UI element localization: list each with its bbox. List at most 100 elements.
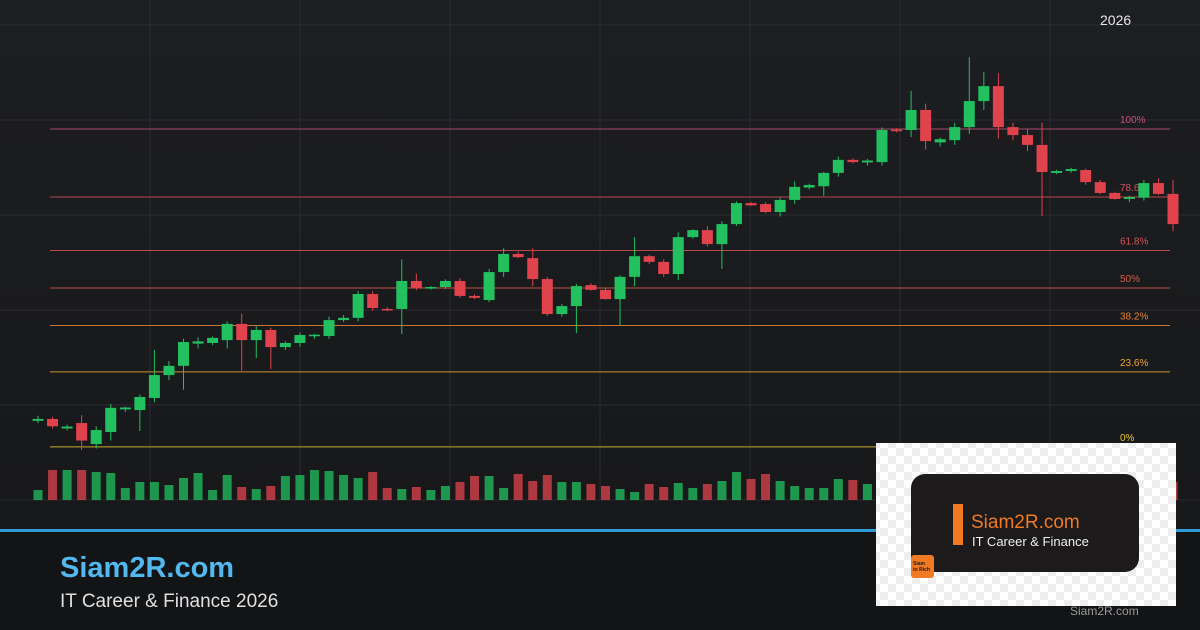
volume-bar — [266, 486, 276, 500]
fib-level-label: 78.6% — [1120, 183, 1148, 194]
volume-bar — [819, 488, 829, 500]
volume-bar — [280, 476, 290, 500]
candle-body — [1007, 127, 1019, 136]
candle-body — [105, 407, 117, 432]
volume-bar — [77, 470, 87, 500]
card-logo — [911, 555, 934, 578]
volume-bar — [339, 475, 349, 500]
candle-body — [1036, 144, 1048, 172]
candle-body — [600, 289, 611, 300]
card-accent — [953, 504, 963, 545]
candle-body — [1094, 182, 1106, 193]
volume-bar — [237, 487, 247, 500]
volume-bar — [833, 479, 843, 500]
candle-body — [789, 186, 801, 200]
candle-body — [658, 261, 670, 274]
candle-body — [920, 109, 932, 142]
candle-body — [381, 308, 393, 311]
volume-bar — [717, 481, 727, 500]
logo-text: to Rich — [913, 567, 930, 573]
volume-bar — [251, 489, 261, 500]
volume-bar — [164, 485, 174, 500]
brand-title: Siam2R.com — [60, 552, 234, 584]
candle-body — [76, 423, 88, 441]
candle-body — [207, 337, 219, 343]
candle-body — [265, 329, 277, 348]
candle-body — [832, 159, 844, 173]
volume-bar — [382, 488, 392, 500]
volume-bar — [208, 490, 218, 500]
brand-subtitle: IT Career & Finance 2026 — [60, 591, 278, 612]
volume-bar — [601, 486, 610, 500]
candle-body — [643, 256, 655, 262]
volume-bar — [368, 472, 378, 500]
candle-body — [1123, 197, 1135, 199]
volume-bar — [295, 475, 305, 500]
candlestick-chart: 100% 78.6% 61.8% 50% 38.2% 23.6% 0% — [32, 57, 1179, 500]
candle-body — [730, 203, 742, 225]
volume-bar — [557, 482, 567, 500]
volume-bar — [135, 482, 145, 500]
candle-body — [803, 184, 815, 188]
volume-bar — [644, 484, 654, 500]
candle-body — [614, 276, 626, 300]
volume-bar — [659, 487, 669, 500]
watermark: Siam2R.com — [1070, 604, 1139, 618]
candle-body — [585, 285, 597, 290]
card-title: Siam2R.com — [971, 512, 1080, 533]
candle-body — [1080, 170, 1092, 183]
volume-bar — [775, 481, 785, 500]
candle-body — [47, 418, 59, 427]
candle-body — [1109, 192, 1121, 199]
candle-body — [134, 397, 146, 411]
candle-body — [541, 279, 553, 315]
candle-body — [498, 253, 510, 273]
logo-card: Siam2R.com IT Career & Finance Siam to R… — [876, 443, 1176, 606]
candle-body — [396, 280, 408, 309]
candle-body — [992, 86, 1004, 128]
candle-body — [163, 365, 175, 376]
volume-bar — [106, 473, 116, 500]
fib-level-label: 23.6% — [1120, 358, 1148, 369]
candle-body — [701, 230, 713, 245]
candle-body — [934, 139, 946, 143]
candle-body — [716, 224, 728, 245]
candle-body — [629, 256, 641, 277]
candle-body — [308, 334, 320, 337]
volume-bar — [542, 475, 552, 500]
candle-body — [483, 272, 495, 301]
fib-level-label: 0% — [1120, 433, 1135, 444]
volume-bar — [484, 476, 494, 500]
volume-bar — [48, 470, 58, 500]
volume-bar — [179, 478, 189, 500]
candle-body — [672, 237, 684, 274]
candle-body — [570, 286, 582, 307]
candle-body — [367, 294, 379, 308]
candle-body — [279, 342, 291, 348]
candle-body — [338, 317, 350, 321]
candle-body — [148, 375, 160, 398]
volume-bar — [731, 472, 741, 500]
candle-body — [963, 101, 975, 128]
volume-bar — [862, 484, 872, 500]
volume-bar — [353, 478, 363, 500]
candle-body — [905, 109, 917, 130]
candle-body — [90, 430, 102, 445]
volume-bar — [586, 484, 596, 500]
card-subtitle: IT Career & Finance — [972, 534, 1089, 549]
candle-body — [250, 329, 262, 341]
fib-level-label: 100% — [1120, 115, 1146, 126]
year-label: 2026 — [1100, 12, 1131, 28]
candle-body — [512, 253, 524, 258]
card-panel — [911, 474, 1139, 572]
candle-body — [978, 86, 990, 102]
volume-bar — [426, 490, 436, 500]
candle-body — [1138, 183, 1150, 198]
candle-body — [891, 129, 903, 132]
fib-level-label: 50% — [1120, 274, 1140, 285]
logo-text: Siam — [913, 561, 926, 567]
candle-body — [949, 127, 961, 141]
candle-body — [454, 280, 466, 296]
volume-bar — [411, 487, 421, 500]
